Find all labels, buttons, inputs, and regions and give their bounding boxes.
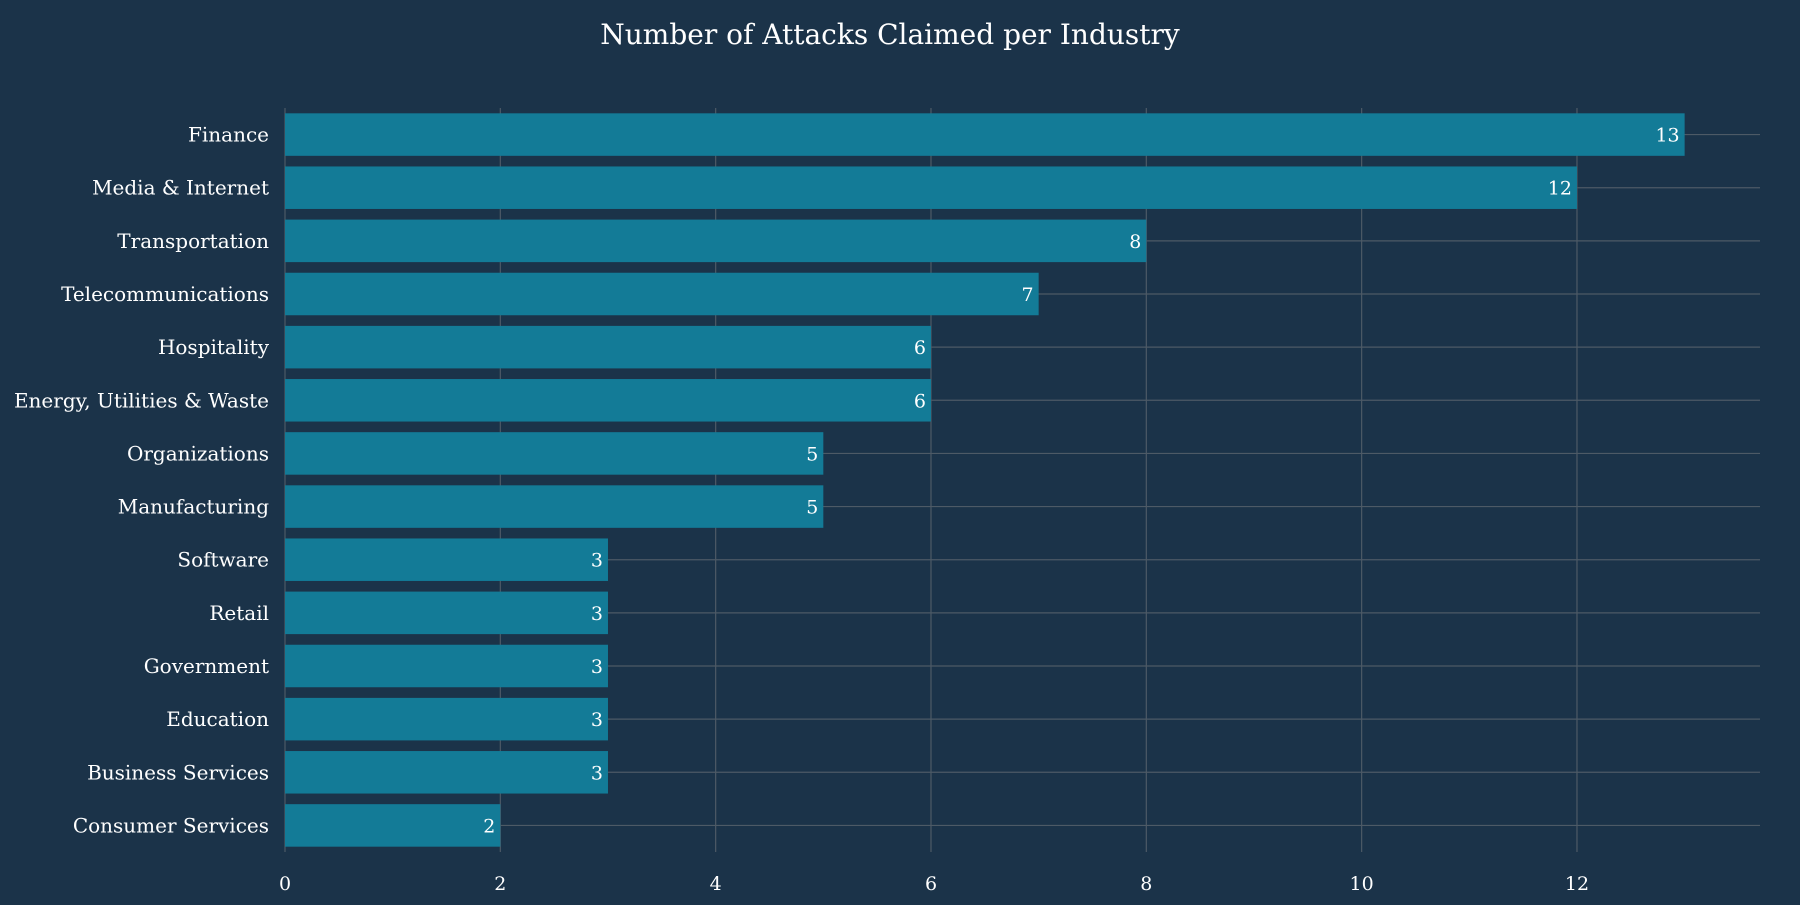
bar — [285, 485, 824, 528]
data-label: 3 — [591, 656, 603, 678]
category-label: Education — [166, 707, 269, 731]
category-label: Government — [144, 654, 269, 678]
data-label: 3 — [591, 603, 603, 625]
category-label: Transportation — [117, 229, 269, 253]
data-label: 5 — [806, 497, 818, 519]
chart-title: Number of Attacks Claimed per Industry — [600, 18, 1180, 51]
category-label: Software — [177, 548, 269, 572]
data-label: 5 — [806, 443, 818, 465]
x-tick-label: 12 — [1565, 873, 1589, 895]
bar — [285, 538, 608, 581]
category-label: Media & Internet — [92, 176, 269, 200]
data-label: 6 — [914, 337, 926, 359]
x-tick-label: 0 — [279, 873, 291, 895]
bar — [285, 697, 608, 741]
data-label: 8 — [1129, 231, 1141, 253]
category-label: Hospitality — [158, 335, 270, 359]
bar — [285, 591, 608, 635]
category-label: Energy, Utilities & Waste — [14, 388, 269, 412]
category-label: Manufacturing — [118, 495, 269, 519]
data-label: 6 — [914, 390, 926, 412]
x-tick-label: 4 — [710, 873, 722, 895]
category-label: Consumer Services — [73, 813, 269, 837]
category-label: Finance — [188, 123, 269, 147]
bar — [285, 644, 608, 688]
data-label: 13 — [1655, 125, 1679, 147]
bar — [285, 272, 1039, 316]
category-label: Retail — [209, 601, 269, 625]
category-label: Organizations — [127, 441, 269, 465]
data-label: 3 — [591, 550, 603, 572]
data-label: 7 — [1022, 284, 1034, 306]
bar — [285, 166, 1577, 209]
x-tick-label: 10 — [1350, 873, 1374, 895]
x-tick-label: 2 — [494, 873, 506, 895]
data-label: 3 — [591, 762, 603, 784]
bar — [285, 432, 824, 475]
category-label: Telecommunications — [61, 282, 269, 306]
bar — [285, 751, 608, 794]
bar — [285, 219, 1147, 263]
x-tick-label: 8 — [1140, 873, 1152, 895]
data-label: 12 — [1548, 178, 1572, 200]
bar — [285, 113, 1685, 156]
category-label: Business Services — [87, 760, 269, 784]
data-label: 2 — [483, 815, 495, 837]
data-label: 3 — [591, 709, 603, 731]
bar — [285, 325, 931, 369]
bar — [285, 804, 501, 847]
x-tick-label: 6 — [925, 873, 937, 895]
bar — [285, 379, 931, 422]
